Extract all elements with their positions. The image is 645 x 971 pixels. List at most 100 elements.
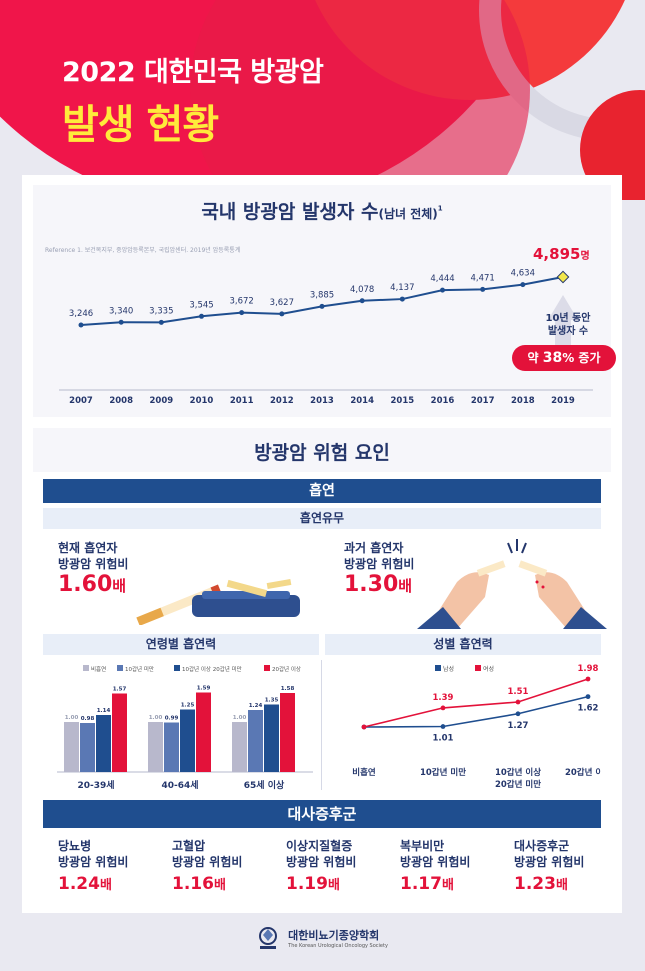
bar <box>96 715 111 772</box>
data-point <box>440 287 445 293</box>
bar <box>232 722 247 772</box>
bar-label: 1.00 <box>149 715 163 721</box>
x-tick-label: 2012 <box>270 396 294 406</box>
data-point <box>78 322 84 328</box>
incidence-panel: 국내 방광암 발생자 수(남녀 전체)1 Reference 1. 보건복지부,… <box>33 185 616 417</box>
data-label: 1.98 <box>578 664 599 674</box>
bar-label: 1.57 <box>113 687 127 693</box>
incidence-title: 국내 방광암 발생자 수(남녀 전체)1 <box>201 201 443 223</box>
x-tick-label: 2015 <box>390 396 414 406</box>
metabolic-item-value: 1.17배 <box>400 874 454 894</box>
metabolic-item-name: 고혈압 <box>172 839 206 853</box>
data-label: 1.39 <box>433 693 454 703</box>
bar-label: 1.00 <box>65 715 79 721</box>
metabolic-item-sub: 방광암 위험비 <box>172 855 243 869</box>
legend-swatch <box>174 665 180 671</box>
x-tick-label: 2007 <box>69 396 93 406</box>
bar-label: 0.99 <box>165 716 179 722</box>
data-point <box>199 313 204 319</box>
risk-title-panel: 방광암 위험 요인 <box>33 428 611 472</box>
data-point <box>319 303 325 309</box>
data-label: 4,078 <box>350 285 374 295</box>
bar-label: 1.35 <box>265 698 279 704</box>
metabolic-item-value: 1.16배 <box>172 874 226 894</box>
data-label: 1.27 <box>508 721 529 731</box>
highlight-value: 4,895명 <box>533 245 590 263</box>
metabolic-item-sub: 방광암 위험비 <box>286 855 357 869</box>
data-label: 1.62 <box>578 704 599 714</box>
x-tick-label: 2008 <box>109 396 133 406</box>
metabolic-header: 대사증후군 <box>43 800 601 828</box>
sex-smoking-header: 성별 흡연력 <box>325 634 601 655</box>
bar <box>264 704 279 772</box>
legend-label: 10갑년 이상 20갑년 미만 <box>182 665 242 673</box>
x-tick-label: 2014 <box>350 396 374 406</box>
legend-swatch <box>83 665 89 671</box>
trend-note: 10년 동안 발생자 수 <box>545 313 591 337</box>
x-tick-label: 2019 <box>551 396 575 406</box>
data-point <box>480 286 486 292</box>
metabolic-item-value: 1.19배 <box>286 874 340 894</box>
metabolic-item-value: 1.24배 <box>58 874 112 894</box>
bar-label: 0.98 <box>81 716 95 722</box>
legend-label: 비흡연 <box>91 665 106 673</box>
data-label: 4,634 <box>511 269 535 279</box>
x-tick-label: 2011 <box>230 396 254 406</box>
x-tick-label: 2016 <box>431 396 455 406</box>
metabolic-item-sub: 방광암 위험비 <box>514 855 585 869</box>
metabolic-item: 복부비만 방광암 위험비 1.17배 <box>400 838 510 894</box>
header-banner: 2022 대한민국 방광암 발생 현황 <box>0 0 645 200</box>
bar <box>148 722 163 772</box>
bar-label: 1.58 <box>281 686 295 692</box>
data-label: 4,137 <box>390 283 414 293</box>
category-label: 10갑년 미만 <box>420 767 466 778</box>
data-point <box>361 724 367 730</box>
data-label: 1.01 <box>433 734 454 744</box>
data-point <box>239 310 245 316</box>
footer: 대한비뇨기종양학회 The Korean Urological Oncology… <box>0 925 645 951</box>
metabolic-item: 이상지질혈증 방광암 위험비 1.19배 <box>286 838 396 894</box>
data-point <box>520 282 526 288</box>
bar-label: 1.59 <box>197 686 211 692</box>
bar <box>164 722 179 772</box>
data-point <box>118 319 124 325</box>
bar-label: 1.25 <box>181 703 195 709</box>
legend-label: 여성 <box>483 665 494 673</box>
metabolic-item-sub: 방광암 위험비 <box>400 855 471 869</box>
category-label: 20갑년 이상 <box>565 767 601 778</box>
data-point <box>359 298 365 304</box>
bar-label: 1.14 <box>97 708 111 714</box>
metabolic-item: 대사증후군 방광암 위험비 1.23배 <box>514 838 624 894</box>
risk-title: 방광암 위험 요인 <box>254 442 390 464</box>
x-tick-label: 2010 <box>190 396 214 406</box>
series-line <box>80 276 564 326</box>
x-tick-label: 2017 <box>471 396 495 406</box>
series-line <box>363 678 589 728</box>
data-point <box>515 711 521 717</box>
data-label: 3,885 <box>310 290 334 300</box>
metabolic-item: 당뇨병 방광암 위험비 1.24배 <box>58 838 168 894</box>
past-smoker-block: 과거 흡연자 방광암 위험비 1.30배 <box>344 541 415 597</box>
title-main: 발생 현황 <box>62 102 219 148</box>
legend-swatch <box>264 665 270 671</box>
bar-label: 1.00 <box>233 715 247 721</box>
data-point <box>440 724 446 729</box>
bar <box>64 722 79 772</box>
data-label: 3,340 <box>109 306 133 316</box>
data-point <box>556 270 570 284</box>
x-tick-label: 2009 <box>149 396 173 406</box>
bar <box>196 692 211 772</box>
category-label: 20갑년 미만 <box>495 779 541 790</box>
data-label: 3,246 <box>69 309 93 319</box>
sex-smoking-chart: 남성 여성 1.01 1.27 1.62 1.39 1.51 1.98 비흡연 10갑년 미만 10… <box>352 664 601 790</box>
cigarette-ashtray-illustration <box>136 578 300 625</box>
current-smoker-block: 현재 흡연자 방광암 위험비 1.60배 <box>58 541 129 597</box>
legend-label: 10갑년 미만 <box>125 665 154 673</box>
age-smoking-chart: 비흡연 10갑년 미만 10갑년 이상 20갑년 미만 20갑년 이상1.00 0.98… <box>57 665 313 791</box>
header-background <box>0 0 645 200</box>
incidence-chart: 3,246 2007 3,340 2008 3,335 2009 3,545 2010 3,67… <box>59 269 593 406</box>
main-card: 국내 방광암 발생자 수(남녀 전체)1 Reference 1. 보건복지부,… <box>22 175 622 913</box>
x-tick-label: 2013 <box>310 396 334 406</box>
category-label: 65세 이상 <box>244 779 285 791</box>
